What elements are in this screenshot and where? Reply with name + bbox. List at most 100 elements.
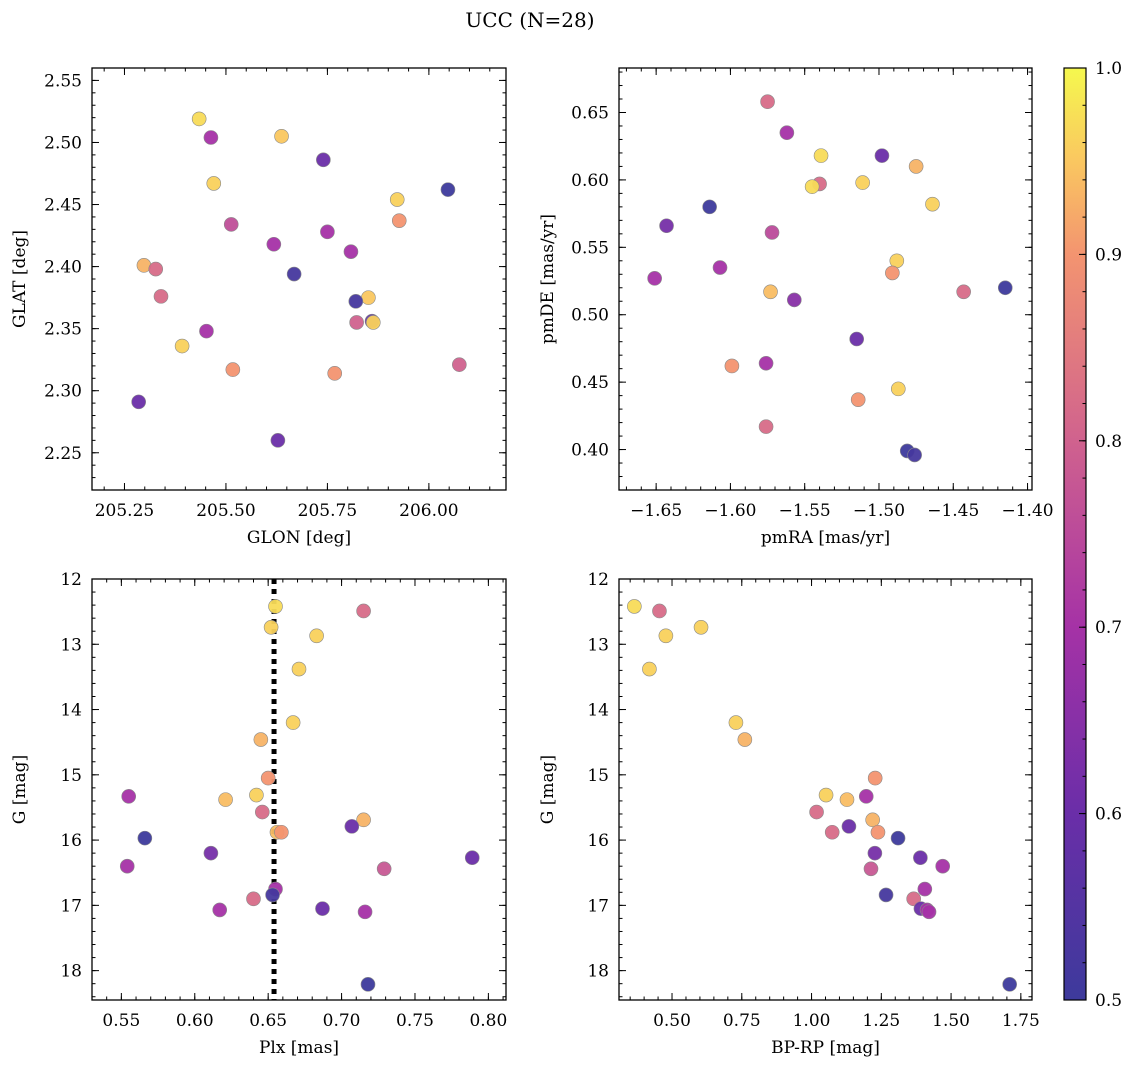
data-point bbox=[737, 732, 753, 747]
data-point bbox=[712, 260, 728, 275]
data-point bbox=[376, 861, 392, 877]
data-point bbox=[858, 789, 874, 804]
x-tick-label: −1.45 bbox=[927, 501, 979, 521]
data-point bbox=[246, 891, 261, 907]
x-tick-label: 1.50 bbox=[932, 1011, 970, 1031]
data-point bbox=[218, 792, 233, 807]
data-point bbox=[763, 284, 778, 300]
panel-bottom-right: 0.50 0.75 1.00 1.25 1.50 1.75 12 13 14 15 16 17 18 BP… bbox=[538, 570, 1040, 1058]
data-point bbox=[316, 152, 331, 168]
x-tick-label: 0.70 bbox=[323, 1011, 361, 1031]
data-point bbox=[391, 213, 407, 228]
panel-bottom-left: 0.55 0.60 0.65 0.70 0.75 0.80 12 13 14 15 16 17 18 Pl… bbox=[10, 570, 507, 1058]
data-point bbox=[315, 901, 330, 916]
data-point bbox=[724, 358, 740, 374]
data-point bbox=[349, 315, 364, 330]
y-tick-label: 17 bbox=[587, 896, 609, 916]
data-point bbox=[199, 323, 214, 339]
colorbar-tick-label: 0.8 bbox=[1095, 432, 1122, 452]
data-point bbox=[464, 850, 480, 866]
data-point bbox=[361, 290, 376, 305]
data-point bbox=[203, 130, 219, 145]
data-point bbox=[758, 355, 774, 371]
data-point bbox=[787, 292, 802, 308]
data-point bbox=[849, 331, 864, 347]
y-tick-label: 0.60 bbox=[571, 171, 609, 191]
data-point bbox=[274, 128, 289, 144]
colorbar-tick-label: 0.9 bbox=[1095, 245, 1122, 265]
data-point bbox=[850, 392, 866, 407]
y-tick-label: 2.50 bbox=[44, 133, 82, 153]
colorbar-tick-label: 0.5 bbox=[1095, 991, 1122, 1011]
x-tick-label: −1.50 bbox=[853, 501, 905, 521]
data-point bbox=[389, 192, 405, 207]
data-point bbox=[890, 830, 906, 846]
data-layer bbox=[119, 579, 480, 1000]
data-point bbox=[119, 858, 135, 874]
data-point bbox=[223, 217, 239, 232]
y-tick-label: 16 bbox=[60, 831, 82, 851]
y-tick-label: 16 bbox=[587, 831, 609, 851]
data-point bbox=[357, 904, 373, 920]
data-point bbox=[878, 887, 894, 903]
data-point bbox=[285, 715, 301, 730]
y-tick-label: 18 bbox=[60, 962, 82, 982]
data-point bbox=[779, 125, 795, 141]
data-point bbox=[865, 812, 880, 828]
panel-top-right: −1.65 −1.60 −1.55 −1.50 −1.45 −1.40 0.40 0.45 0.… bbox=[538, 67, 1054, 548]
data-point bbox=[148, 261, 164, 277]
data-point bbox=[809, 804, 824, 820]
x-tick-label: 0.75 bbox=[723, 1011, 761, 1031]
data-point bbox=[131, 394, 146, 410]
y-tick-label: 0.55 bbox=[571, 238, 609, 258]
x-tick-label: 0.75 bbox=[396, 1011, 434, 1031]
data-point bbox=[263, 620, 279, 635]
colorbar-tick-label: 0.7 bbox=[1095, 618, 1122, 638]
data-point bbox=[206, 176, 222, 191]
ticks bbox=[619, 68, 1032, 491]
data-point bbox=[693, 620, 709, 635]
y-tick-label: 14 bbox=[60, 701, 82, 721]
y-tick-label: 18 bbox=[587, 962, 609, 982]
data-point bbox=[728, 715, 744, 730]
data-point bbox=[758, 419, 774, 434]
data-point bbox=[855, 175, 870, 190]
data-point bbox=[906, 891, 921, 907]
y-tick-label: 0.45 bbox=[571, 373, 609, 393]
panels: 205.25 205.50 205.75 206.00 2.25 2.30 2.35 2.40… bbox=[10, 67, 1054, 1058]
ticks bbox=[619, 578, 1032, 1000]
ticks bbox=[92, 67, 506, 490]
y-tick-label: 15 bbox=[587, 766, 609, 786]
x-axis-label: BP-RP [mag] bbox=[771, 1038, 880, 1058]
data-point bbox=[921, 904, 937, 920]
data-point bbox=[249, 787, 264, 803]
y-tick-label: 12 bbox=[587, 570, 609, 590]
x-axis-label: pmRA [mas/yr] bbox=[761, 528, 890, 548]
data-point bbox=[935, 858, 951, 874]
x-tick-label: −1.60 bbox=[704, 501, 756, 521]
axes-frame bbox=[618, 67, 1033, 491]
data-point bbox=[956, 284, 971, 300]
y-axis-label: G [mag] bbox=[10, 755, 30, 824]
data-point bbox=[121, 789, 137, 804]
data-layer bbox=[627, 599, 1017, 992]
x-tick-label: 0.80 bbox=[469, 1011, 507, 1031]
data-point bbox=[291, 661, 307, 677]
y-tick-label: 2.30 bbox=[44, 382, 82, 402]
data-point bbox=[818, 787, 834, 803]
y-tick-label: 13 bbox=[587, 635, 609, 655]
y-tick-label: 0.40 bbox=[571, 441, 609, 461]
x-tick-label: 205.50 bbox=[196, 501, 255, 521]
data-point bbox=[867, 845, 883, 861]
data-point bbox=[925, 196, 940, 212]
data-point bbox=[913, 850, 928, 866]
x-axis-label: Plx [mas] bbox=[259, 1038, 339, 1058]
y-tick-label: 0.50 bbox=[571, 306, 609, 326]
data-point bbox=[343, 244, 359, 259]
y-axis-label: pmDE [mas/yr] bbox=[538, 214, 558, 344]
y-tick-label: 14 bbox=[587, 701, 609, 721]
data-point bbox=[265, 887, 280, 903]
y-axis-label: G [mag] bbox=[538, 755, 558, 824]
y-tick-label: 2.35 bbox=[44, 320, 82, 340]
data-point bbox=[863, 861, 879, 877]
